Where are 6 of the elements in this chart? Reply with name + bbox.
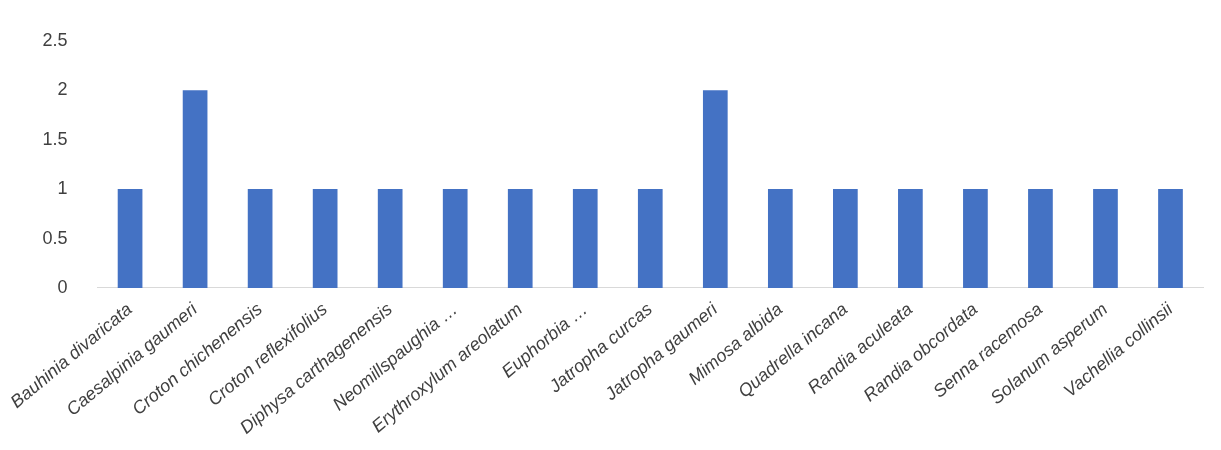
y-tick-label: 1 [57, 178, 68, 199]
y-tick-label: 2.5 [42, 29, 68, 50]
y-tick-label: 2 [57, 79, 68, 100]
y-tick-label: 0.5 [42, 227, 68, 248]
y-tick-label: 0 [57, 276, 68, 297]
y-tick-label: 1.5 [42, 128, 68, 149]
